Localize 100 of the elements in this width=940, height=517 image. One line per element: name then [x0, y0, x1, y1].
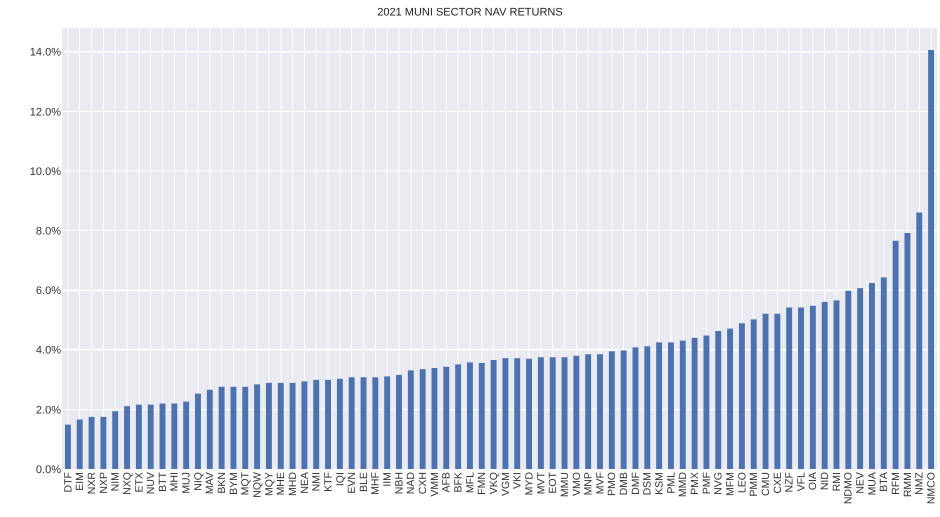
- x-tick-label: NIM: [110, 472, 122, 492]
- x-tick-label: CXE: [772, 472, 784, 494]
- x-tick-label: MMU: [558, 472, 571, 498]
- bar: [206, 390, 213, 469]
- y-tick-label: 14.0%: [30, 46, 62, 59]
- x-tick-label: MAV: [204, 472, 216, 494]
- bar: [834, 300, 840, 469]
- x-tick-label: LEO: [736, 472, 748, 494]
- bar: [195, 394, 201, 469]
- x-tick-label: MVF: [594, 472, 606, 494]
- bar: [585, 354, 592, 469]
- bar: [420, 369, 426, 469]
- bar: [550, 357, 556, 469]
- x-tick-label: ETX: [133, 472, 146, 493]
- x-tick-label: EIM: [74, 472, 86, 491]
- bar: [360, 377, 366, 469]
- bar: [727, 328, 734, 469]
- x-tick-label: DMF: [630, 472, 642, 495]
- x-tick-label: MHI: [168, 472, 181, 492]
- bar: [810, 306, 816, 469]
- bar: [230, 386, 236, 469]
- bar: [124, 406, 130, 469]
- bar: [845, 290, 852, 469]
- x-tick-label: NID: [819, 472, 832, 490]
- bar: [325, 380, 331, 469]
- bar: [869, 283, 875, 469]
- bar: [750, 319, 757, 469]
- x-tick-label: CMU: [760, 472, 772, 496]
- y-tick-label: 12.0%: [30, 106, 62, 118]
- bar: [242, 386, 248, 469]
- x-tick-label: VMM: [428, 472, 441, 497]
- bar: [266, 382, 272, 469]
- bar: [880, 277, 887, 469]
- x-tick-label: PMM: [748, 472, 760, 497]
- x-tick-label: BKN: [216, 472, 228, 494]
- x-tick-label: DMB: [618, 472, 630, 496]
- y-tick-label: 10.0%: [30, 166, 62, 178]
- x-tick-label: VKI: [512, 472, 524, 490]
- x-tick-label: VKQ: [488, 472, 500, 494]
- x-tick-label: NDMO: [842, 472, 855, 504]
- bar: [656, 342, 662, 469]
- bar: [774, 314, 780, 469]
- x-tick-label: MMD: [677, 472, 690, 498]
- y-tick-label: 0.0%: [36, 464, 62, 476]
- bar: [904, 233, 910, 469]
- x-tick-label: MUA: [866, 472, 878, 496]
- x-tick-label: MFM: [724, 472, 736, 496]
- x-tick-label: OIA: [807, 472, 820, 490]
- bar: [608, 351, 615, 469]
- x-tick-label: DSM: [642, 472, 654, 496]
- bar: [526, 358, 532, 469]
- bar: [692, 338, 698, 469]
- x-tick-label: NXP: [98, 472, 110, 494]
- x-tick-label: PMF: [700, 472, 713, 494]
- x-tick-label: VFL: [795, 472, 808, 492]
- x-tick-label: BFK: [452, 472, 465, 493]
- x-tick-label: RFM: [890, 472, 902, 495]
- bar: [171, 403, 178, 469]
- x-tick-label: MHF: [370, 472, 382, 495]
- x-tick-label: NZF: [784, 472, 796, 493]
- bar: [620, 350, 627, 469]
- bar: [254, 384, 260, 469]
- bar: [786, 308, 792, 469]
- x-tick-label: BLE: [358, 472, 370, 492]
- bar: [762, 314, 768, 469]
- bar: [432, 368, 438, 469]
- chart-title: 2021 MUNI SECTOR NAV RETURNS: [377, 6, 563, 18]
- x-tick-label: EOT: [547, 472, 560, 494]
- x-tick-label: FMN: [476, 472, 488, 495]
- bar: [916, 212, 922, 469]
- x-tick-label: NEA: [298, 472, 311, 494]
- bar: [466, 362, 473, 469]
- x-tick-label: NAD: [405, 472, 418, 494]
- x-tick-label: BTA: [878, 472, 890, 492]
- x-tick-label: PMX: [689, 472, 702, 495]
- bar: [738, 323, 745, 469]
- x-tick-label: KSM: [654, 472, 666, 495]
- x-tick-label: IQI: [334, 472, 346, 486]
- bar: [160, 403, 166, 469]
- x-tick-label: CXH: [417, 472, 430, 494]
- bar: [218, 386, 225, 469]
- x-tick-label: BYM: [228, 472, 240, 495]
- bar: [278, 382, 284, 469]
- x-tick-label: RMI: [830, 472, 843, 492]
- x-tick-label: NQW: [252, 472, 264, 498]
- x-tick-label: VMO: [570, 472, 583, 496]
- x-tick-label: MYD: [523, 472, 536, 496]
- bar: [892, 240, 899, 469]
- bar: [514, 358, 520, 469]
- bar: [562, 357, 568, 469]
- bar: [290, 382, 296, 469]
- x-tick-label: NXR: [86, 472, 98, 494]
- bar: [100, 416, 106, 469]
- bar: [715, 331, 722, 469]
- bar: [88, 416, 95, 469]
- bar: [408, 370, 414, 469]
- bar: [490, 360, 497, 469]
- bar: [502, 358, 508, 469]
- x-tick-label: MNP: [582, 472, 595, 496]
- bar: [668, 342, 674, 469]
